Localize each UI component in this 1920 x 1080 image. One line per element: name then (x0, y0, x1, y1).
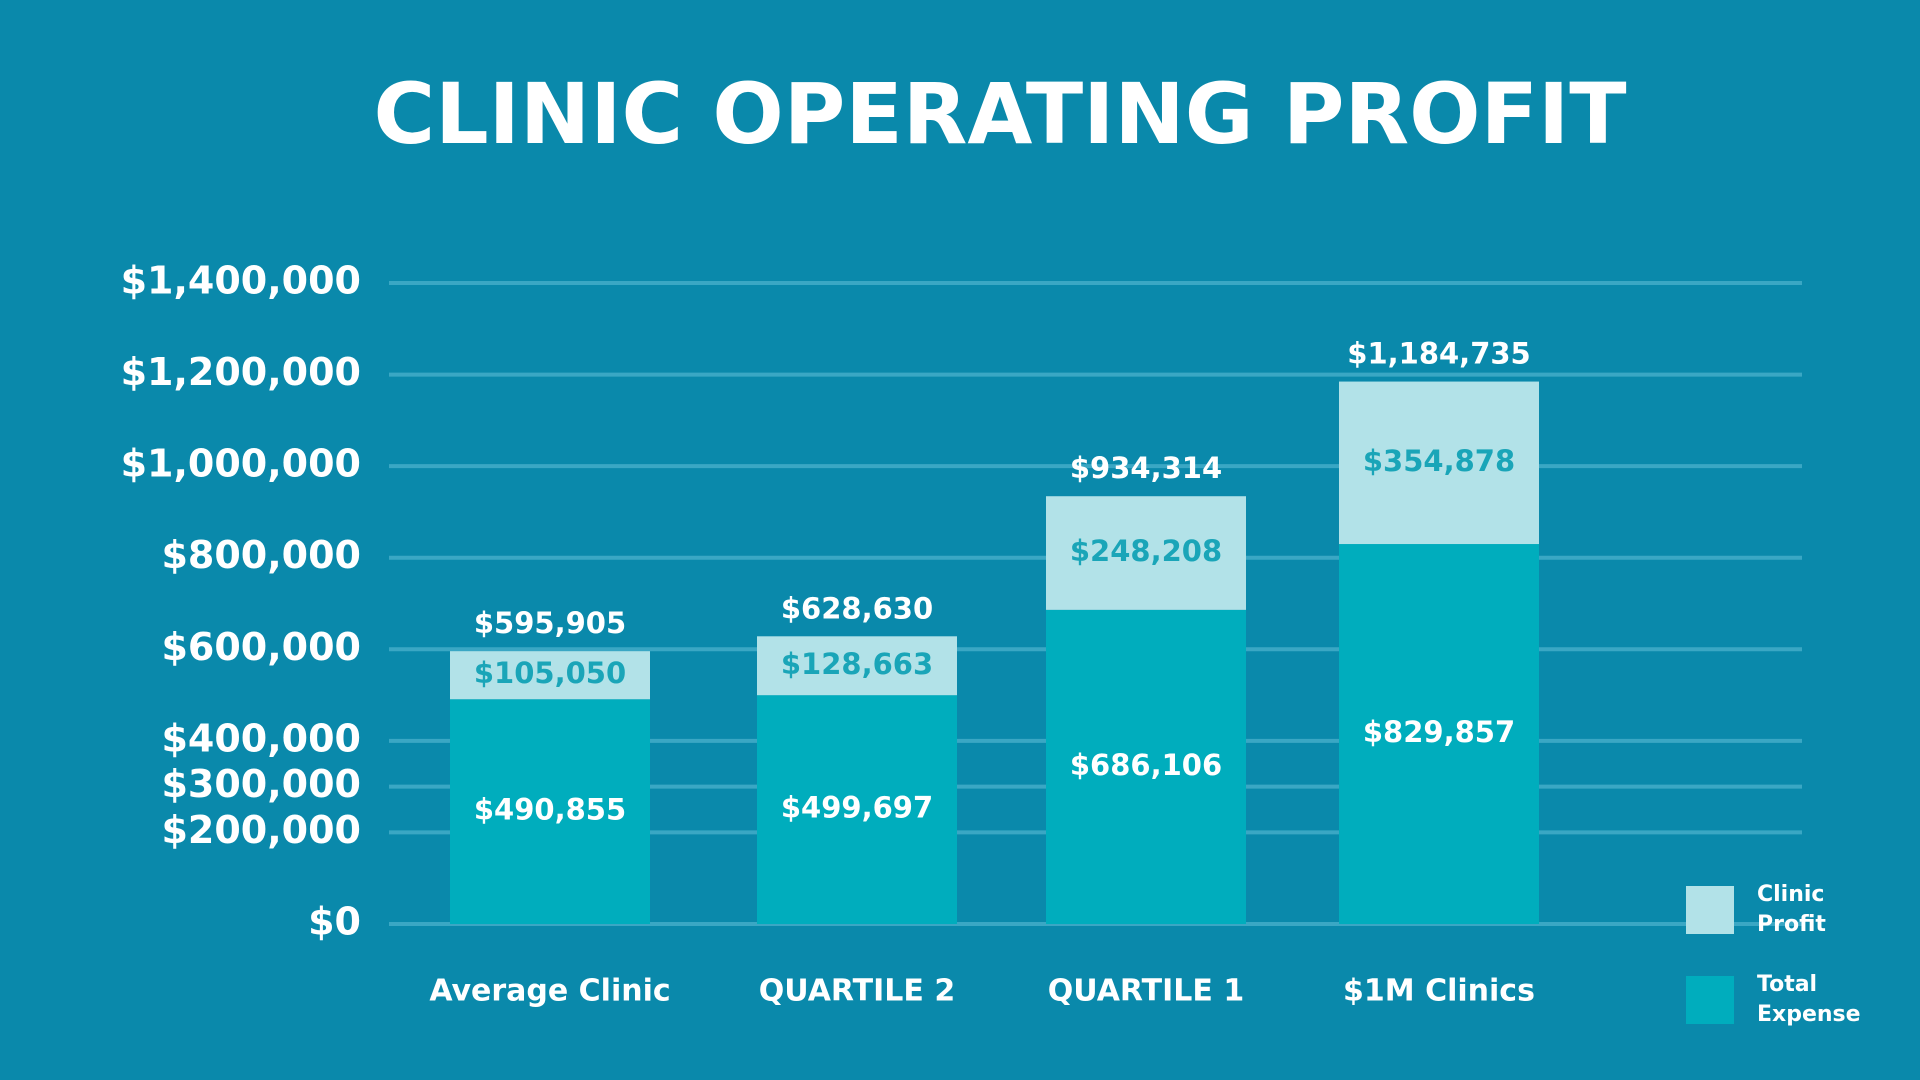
y-tick-label: $800,000 (161, 533, 361, 577)
x-tick-label: QUARTILE 2 (759, 974, 955, 1009)
bar-segment (1046, 609, 1246, 924)
y-tick-label: $1,000,000 (121, 442, 361, 486)
value-label: $499,697 (781, 791, 933, 825)
y-tick-label: $600,000 (161, 625, 361, 669)
bar-segment (450, 651, 650, 700)
y-tick-label: $400,000 (161, 716, 361, 760)
value-label: $829,857 (1363, 715, 1515, 749)
value-label: $354,878 (1363, 444, 1515, 478)
y-tick-label: $200,000 (161, 808, 361, 852)
y-tick-label: $1,400,000 (121, 259, 361, 303)
bar-segment (450, 699, 650, 924)
value-label: $248,208 (1070, 534, 1222, 568)
y-tick-label: $1,200,000 (121, 350, 361, 394)
total-label: $628,630 (781, 591, 933, 625)
value-label: $490,855 (474, 793, 626, 827)
legend-label: Total Expense (1757, 972, 1861, 1027)
legend-swatch (1686, 976, 1734, 1024)
value-label: $128,663 (781, 647, 933, 681)
bar-segment (757, 695, 957, 924)
x-tick-label: QUARTILE 1 (1048, 974, 1244, 1009)
legend-label: Clinic Profit (1757, 882, 1826, 937)
x-tick-label: $1M Clinics (1343, 974, 1535, 1009)
bar-segment (1046, 496, 1246, 610)
bar-segment (757, 636, 957, 696)
total-label: $595,905 (474, 606, 626, 640)
bar-segment (1339, 544, 1539, 924)
y-tick-label: $0 (308, 900, 361, 944)
value-label: $105,050 (474, 656, 626, 690)
bar-segment (1339, 381, 1539, 545)
x-tick-label: Average Clinic (429, 974, 670, 1009)
legend-swatch (1686, 886, 1734, 934)
total-label: $1,184,735 (1347, 337, 1530, 371)
y-tick-label: $300,000 (161, 762, 361, 806)
chart-title: CLINIC OPERATING PROFIT (373, 65, 1626, 163)
value-label: $686,106 (1070, 748, 1222, 782)
total-label: $934,314 (1070, 451, 1222, 485)
